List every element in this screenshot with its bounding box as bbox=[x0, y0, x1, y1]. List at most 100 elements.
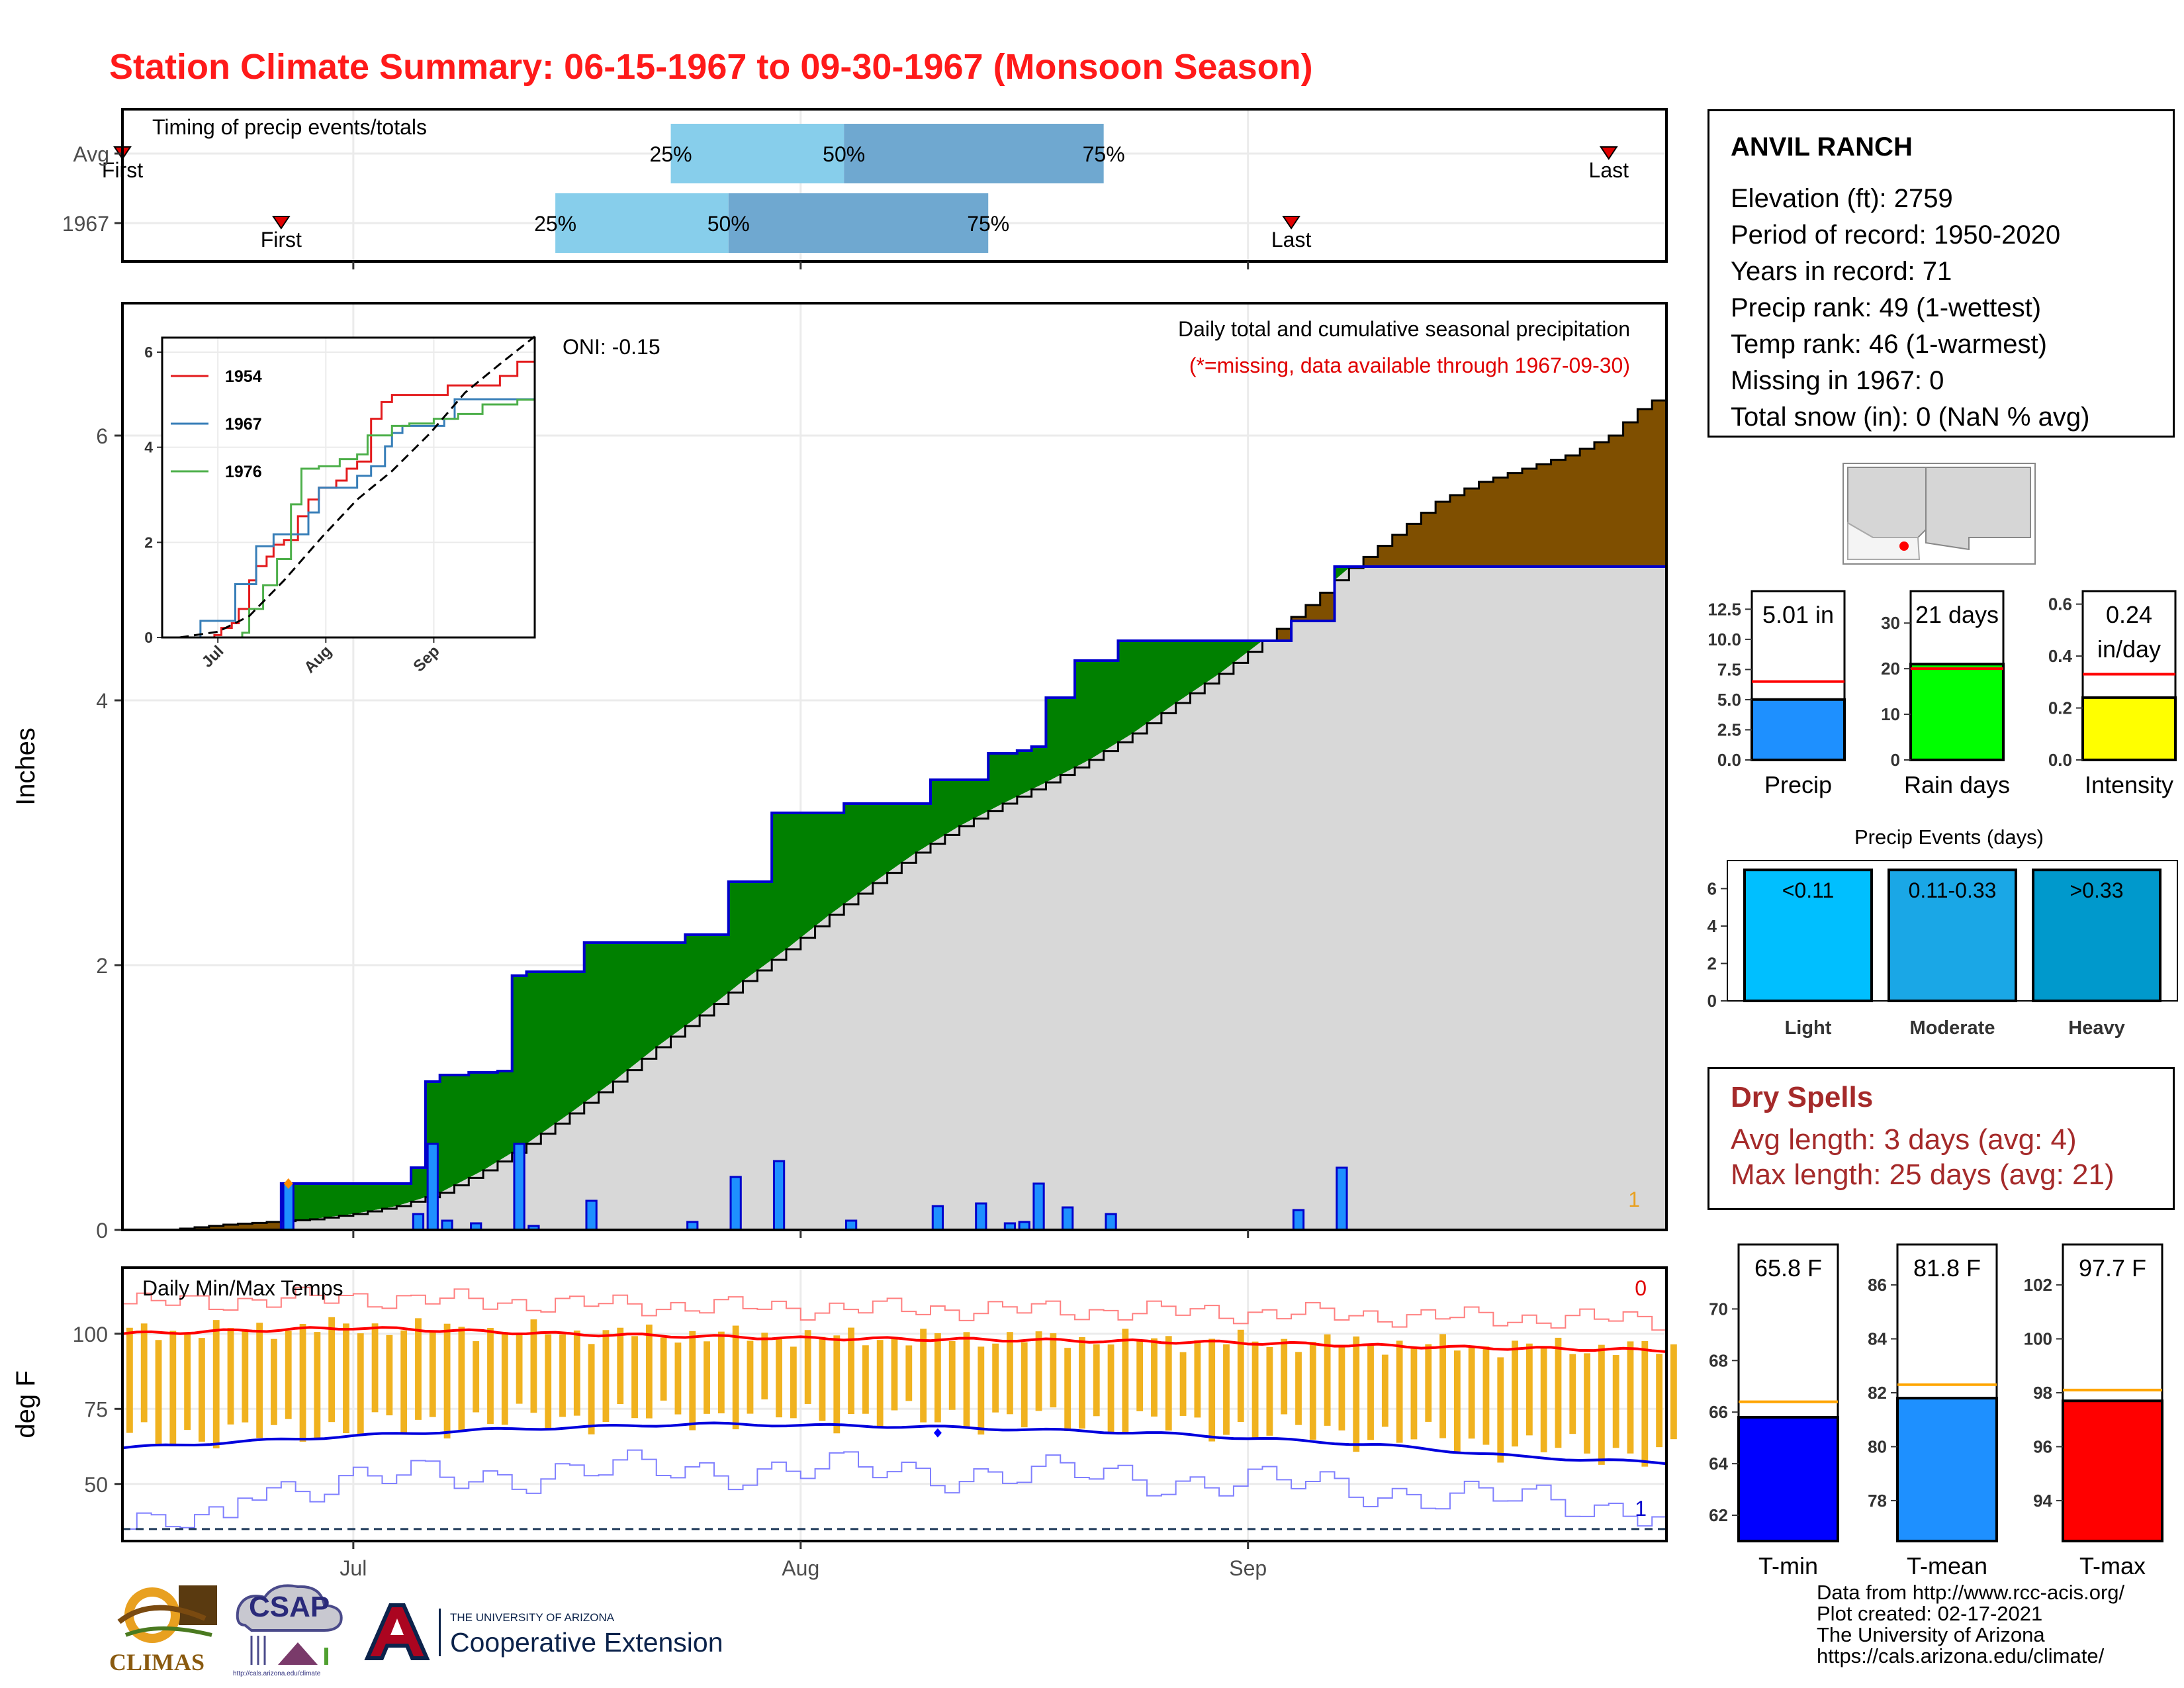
events-bar bbox=[1888, 868, 2017, 1002]
events-category-label: Heavy bbox=[2068, 1017, 2124, 1039]
daily-temp-bar bbox=[1295, 1352, 1302, 1425]
ua-cooperative-extension-logo[interactable]: THE UNIVERSITY OF ARIZONA Cooperative Ex… bbox=[361, 1602, 745, 1668]
daily-temp-bar bbox=[732, 1325, 739, 1430]
daily-temp-bar bbox=[1122, 1329, 1129, 1434]
gauge-y-tick-label: 20 bbox=[1881, 659, 1900, 679]
daily-temp-bar bbox=[978, 1346, 985, 1435]
daily-temp-bar bbox=[314, 1332, 321, 1440]
daily-temp-bar bbox=[126, 1327, 133, 1433]
gauge-value-label: 81.8 F bbox=[1913, 1254, 1981, 1282]
events-title: Precip Events (days) bbox=[1854, 825, 2044, 849]
gauge-y-tick-label: 78 bbox=[1868, 1491, 1887, 1511]
gauge-y-tick-label: 12.5 bbox=[1707, 599, 1741, 619]
gauge-y-tick-label: 0.6 bbox=[2048, 594, 2072, 614]
inset-legend-label: 1976 bbox=[225, 463, 262, 481]
csap-logo-mark bbox=[236, 1584, 343, 1670]
daily-temp-bar bbox=[1670, 1344, 1677, 1440]
gauge-tmin: 62 64 66 68 70 65.8 F T-min bbox=[1709, 1243, 1839, 1579]
daily-temp-bar bbox=[1266, 1346, 1273, 1436]
csap-logo[interactable]: CSAP http://cals.arizona.edu/climate bbox=[232, 1579, 351, 1678]
gauge-bar bbox=[2081, 696, 2177, 762]
cumulative-y-tick-label: 4 bbox=[96, 689, 108, 713]
daily-temp-bar bbox=[848, 1327, 854, 1415]
inset-y-tick-label: 2 bbox=[144, 534, 153, 551]
ua-a-logo-mark bbox=[364, 1603, 430, 1660]
page-title: Station Climate Summary: 06-15-1967 to 0… bbox=[109, 47, 1313, 87]
daily-temp-bar bbox=[1555, 1337, 1562, 1448]
daily-temp-bar bbox=[1410, 1348, 1418, 1440]
info-snow: Total snow (in): 0 (NaN % avg) bbox=[1731, 402, 2090, 432]
events-y-tick-label: 4 bbox=[1707, 916, 1717, 936]
daily-temp-bar bbox=[819, 1336, 826, 1421]
climas-logo[interactable]: CLIMAS bbox=[106, 1582, 218, 1678]
daily-temp-bar bbox=[1569, 1354, 1576, 1434]
inset-y-tick-label: 4 bbox=[144, 439, 153, 456]
map-state-new-mexico bbox=[1925, 467, 2031, 551]
daily-temp-bar bbox=[1396, 1340, 1403, 1443]
daily-temp-bar bbox=[1439, 1334, 1446, 1438]
observed-area-overlay bbox=[165, 567, 1666, 1230]
gauge-y-tick-label: 96 bbox=[2033, 1436, 2052, 1456]
daily-temp-bar bbox=[1656, 1354, 1663, 1448]
gauge-value-label: 65.8 F bbox=[1754, 1254, 1822, 1282]
inset-series-avg bbox=[179, 336, 535, 639]
gauge-y-tick-label: 64 bbox=[1709, 1454, 1728, 1474]
daily-temp-bar bbox=[963, 1332, 970, 1428]
gauge-value-label: 5.01 in bbox=[1762, 601, 1834, 628]
daily-temp-bar bbox=[920, 1329, 927, 1423]
timing-first-marker bbox=[271, 216, 291, 230]
cumulative-y-tick-label: 2 bbox=[96, 954, 108, 978]
gauge-y-tick-label: 10.0 bbox=[1707, 630, 1741, 649]
daily-temp-bar bbox=[184, 1333, 191, 1430]
gauge-category-label: Rain days bbox=[1904, 771, 2010, 798]
daily-precip-bar bbox=[975, 1202, 987, 1231]
timing-row-label: Avg bbox=[73, 142, 109, 166]
inset-y-tick-label: 6 bbox=[144, 344, 153, 361]
temp-x-tick-label: Sep bbox=[1229, 1556, 1267, 1580]
daily-precip-bar bbox=[1292, 1209, 1305, 1231]
events-bar bbox=[1743, 868, 1873, 1002]
cumulative-title: Daily total and cumulative seasonal prec… bbox=[1178, 317, 1630, 341]
daily-temp-bar bbox=[1468, 1346, 1475, 1439]
timing-last-marker bbox=[1282, 216, 1300, 230]
avg-min-line bbox=[122, 1421, 1667, 1466]
timing-bar-25-50 bbox=[555, 193, 729, 253]
daily-temp-bar bbox=[776, 1339, 782, 1418]
gauge-precip: 0.0 2.5 5.0 7.5 10.0 12.5 5.01 in Precip bbox=[1707, 590, 1846, 798]
temp-panel-border bbox=[121, 1266, 1668, 1542]
daily-precip-bar bbox=[1062, 1206, 1074, 1231]
daily-temp-bar bbox=[473, 1341, 480, 1413]
daily-temp-bar bbox=[530, 1319, 537, 1413]
info-period: Period of record: 1950-2020 bbox=[1731, 220, 2061, 250]
daily-temp-bar bbox=[1627, 1341, 1634, 1454]
daily-temp-bar bbox=[631, 1336, 638, 1419]
gauge-bar bbox=[2062, 1399, 2163, 1543]
daily-temp-bar bbox=[371, 1323, 379, 1413]
daily-temp-bar bbox=[660, 1337, 667, 1401]
gauge-y-tick-label: 2.5 bbox=[1717, 720, 1741, 739]
daily-temp-bar bbox=[1482, 1346, 1490, 1445]
gauge-tmean: 78 80 82 84 86 81.8 F T-mean bbox=[1868, 1243, 1998, 1579]
climas-logo-mark bbox=[117, 1585, 217, 1643]
daily-temp-bar bbox=[992, 1343, 999, 1413]
daily-temp-bar bbox=[545, 1334, 552, 1430]
info-years: Years in record: 71 bbox=[1731, 257, 1952, 286]
daily-temp-bar bbox=[1584, 1353, 1590, 1454]
info-elevation: Elevation (ft): 2759 bbox=[1731, 184, 1953, 213]
daily-temp-bar bbox=[645, 1325, 653, 1419]
inset-border bbox=[161, 336, 536, 639]
gauge-y-tick-label: 62 bbox=[1709, 1505, 1728, 1525]
gauge-y-tick-label: 66 bbox=[1709, 1402, 1728, 1422]
daily-temp-bar bbox=[1353, 1336, 1360, 1452]
daily-temp-bar bbox=[1035, 1331, 1042, 1411]
gauge-y-tick-label: 70 bbox=[1709, 1299, 1728, 1319]
daily-temp-bar bbox=[1338, 1346, 1345, 1430]
info-missing: Missing in 1967: 0 bbox=[1731, 366, 1944, 395]
events-category-label: Moderate bbox=[1910, 1017, 1995, 1039]
inset-y-tick-label: 0 bbox=[144, 629, 153, 646]
dry-spells-panel: Dry Spells Avg length: 3 days (avg: 4) M… bbox=[1707, 1067, 2175, 1210]
daily-precip-bar bbox=[412, 1213, 425, 1231]
daily-temp-bar bbox=[1612, 1355, 1619, 1448]
daily-temp-bar bbox=[905, 1345, 913, 1401]
